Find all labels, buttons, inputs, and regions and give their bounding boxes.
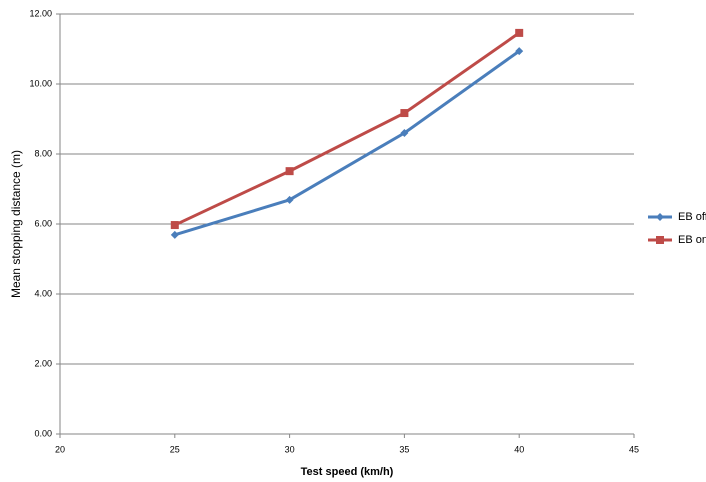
x-tick-label: 25 (170, 444, 180, 454)
x-tick-label: 30 (285, 444, 295, 454)
y-axis-title: Mean stopping distance (m) (9, 150, 23, 298)
x-tick-label: 20 (55, 444, 65, 454)
y-tick-label: 12.00 (29, 8, 52, 18)
x-tick-label: 40 (514, 444, 524, 454)
x-tick-label: 45 (629, 444, 639, 454)
legend-label: EB off (678, 211, 706, 223)
legend-marker (656, 213, 664, 221)
y-tick-label: 4.00 (34, 288, 52, 298)
data-point (400, 129, 409, 137)
y-tick-label: 10.00 (29, 78, 52, 88)
series-line (174, 31, 521, 227)
y-tick-label: 2.00 (34, 358, 52, 368)
data-point (285, 195, 294, 204)
data-point (170, 230, 179, 239)
y-tick-label: 8.00 (34, 148, 52, 158)
legend-label: EB on (678, 234, 706, 246)
x-tick-label: 35 (399, 444, 409, 454)
y-tick-label: 0.00 (34, 428, 52, 438)
data-point (515, 28, 524, 37)
data-point (515, 47, 524, 56)
data-point (170, 221, 179, 230)
legend-marker (656, 236, 664, 244)
y-tick-label: 6.00 (34, 218, 52, 228)
data-point (285, 167, 294, 176)
series-line (174, 49, 521, 237)
x-axis-title: Test speed (km/h) (301, 466, 394, 478)
data-point (400, 109, 409, 118)
